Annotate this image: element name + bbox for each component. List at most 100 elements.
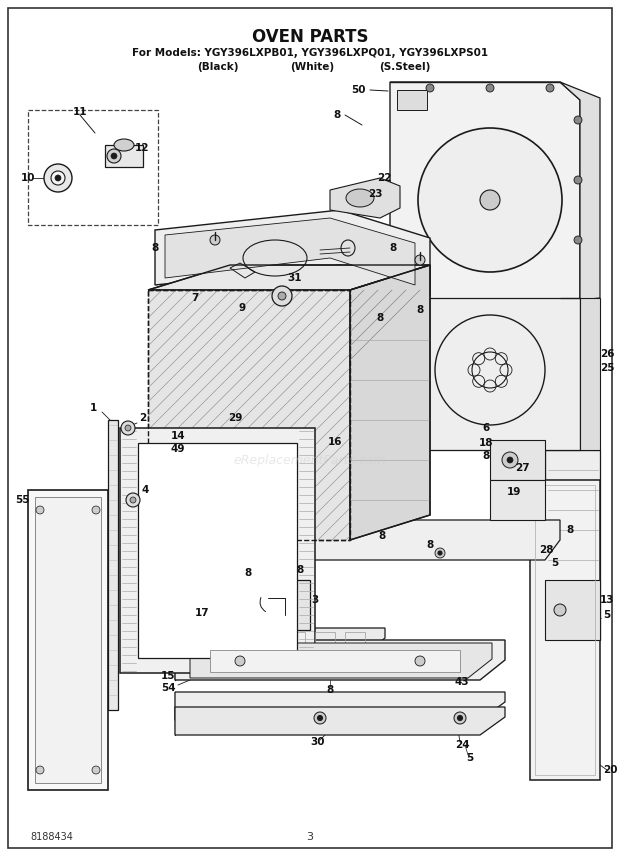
Text: 15: 15 bbox=[161, 671, 175, 681]
Bar bbox=[120, 428, 315, 673]
Text: 9: 9 bbox=[239, 303, 246, 313]
Ellipse shape bbox=[111, 153, 117, 159]
Ellipse shape bbox=[130, 497, 136, 503]
Text: 8: 8 bbox=[334, 110, 340, 120]
Bar bbox=[28, 490, 108, 790]
Text: 8: 8 bbox=[389, 243, 397, 253]
Polygon shape bbox=[350, 265, 430, 540]
Text: 8: 8 bbox=[296, 565, 304, 575]
Text: 1: 1 bbox=[89, 403, 97, 413]
Polygon shape bbox=[390, 298, 580, 450]
Ellipse shape bbox=[480, 190, 500, 210]
Polygon shape bbox=[390, 82, 580, 300]
Bar bbox=[535, 485, 595, 775]
Ellipse shape bbox=[426, 84, 434, 92]
Bar bbox=[28, 110, 158, 225]
Text: 8: 8 bbox=[151, 243, 159, 253]
Text: 8: 8 bbox=[567, 525, 574, 535]
Text: 22: 22 bbox=[377, 173, 391, 183]
Text: 29: 29 bbox=[228, 413, 242, 423]
Bar bbox=[315, 632, 335, 644]
Ellipse shape bbox=[435, 548, 445, 558]
Bar bbox=[35, 497, 101, 783]
Polygon shape bbox=[560, 298, 600, 450]
Polygon shape bbox=[530, 480, 600, 780]
Text: 3: 3 bbox=[306, 832, 314, 842]
Text: 20: 20 bbox=[603, 765, 618, 775]
Ellipse shape bbox=[55, 175, 61, 181]
Bar bbox=[108, 420, 118, 710]
Ellipse shape bbox=[438, 551, 442, 555]
Text: 3: 3 bbox=[311, 595, 319, 605]
Text: (White): (White) bbox=[290, 62, 334, 72]
Ellipse shape bbox=[92, 506, 100, 514]
Text: 31: 31 bbox=[288, 273, 303, 283]
Text: 30: 30 bbox=[311, 737, 326, 747]
Text: 28: 28 bbox=[539, 545, 553, 555]
Text: 14: 14 bbox=[170, 431, 185, 441]
Ellipse shape bbox=[546, 84, 554, 92]
Bar bbox=[225, 632, 245, 644]
Text: 5: 5 bbox=[551, 558, 559, 568]
Text: 23: 23 bbox=[368, 189, 383, 199]
Text: 12: 12 bbox=[135, 143, 149, 153]
Polygon shape bbox=[190, 643, 492, 678]
Polygon shape bbox=[148, 646, 385, 668]
Ellipse shape bbox=[574, 176, 582, 184]
Ellipse shape bbox=[415, 255, 425, 265]
Ellipse shape bbox=[126, 493, 140, 507]
Polygon shape bbox=[490, 440, 545, 480]
Ellipse shape bbox=[51, 171, 65, 185]
Polygon shape bbox=[155, 210, 430, 295]
Text: 5: 5 bbox=[603, 610, 611, 620]
Polygon shape bbox=[175, 707, 505, 735]
Ellipse shape bbox=[121, 421, 135, 435]
Text: 27: 27 bbox=[515, 463, 529, 473]
Polygon shape bbox=[148, 628, 385, 650]
Text: 18: 18 bbox=[479, 438, 494, 448]
Text: 24: 24 bbox=[454, 740, 469, 750]
Text: 8: 8 bbox=[378, 531, 386, 541]
Ellipse shape bbox=[114, 139, 134, 151]
Text: For Models: YGY396LXPB01, YGY396LXPQ01, YGY396LXPS01: For Models: YGY396LXPB01, YGY396LXPQ01, … bbox=[132, 48, 488, 58]
Text: 49: 49 bbox=[170, 444, 185, 454]
Text: 13: 13 bbox=[600, 595, 614, 605]
Text: 8: 8 bbox=[244, 568, 252, 578]
Ellipse shape bbox=[454, 712, 466, 724]
Text: 8188434: 8188434 bbox=[30, 832, 73, 842]
Polygon shape bbox=[175, 640, 505, 680]
Text: 19: 19 bbox=[507, 487, 521, 497]
Polygon shape bbox=[148, 290, 350, 540]
Ellipse shape bbox=[314, 712, 326, 724]
Text: 8: 8 bbox=[417, 305, 423, 315]
Ellipse shape bbox=[554, 604, 566, 616]
Polygon shape bbox=[545, 580, 600, 640]
Ellipse shape bbox=[346, 189, 374, 207]
Ellipse shape bbox=[278, 292, 286, 300]
Polygon shape bbox=[300, 520, 560, 560]
Ellipse shape bbox=[415, 656, 425, 666]
Text: 2: 2 bbox=[140, 413, 146, 423]
Ellipse shape bbox=[574, 116, 582, 124]
Bar bbox=[138, 443, 297, 658]
Polygon shape bbox=[560, 82, 600, 300]
Text: OVEN PARTS: OVEN PARTS bbox=[252, 28, 368, 46]
Polygon shape bbox=[545, 450, 600, 640]
Text: 54: 54 bbox=[161, 683, 175, 693]
Ellipse shape bbox=[107, 149, 121, 163]
Text: 50: 50 bbox=[351, 85, 365, 95]
Ellipse shape bbox=[235, 656, 245, 666]
Text: 10: 10 bbox=[20, 173, 35, 183]
Text: eReplacementParts.com: eReplacementParts.com bbox=[234, 454, 386, 467]
Polygon shape bbox=[330, 178, 400, 218]
Text: 16: 16 bbox=[328, 437, 342, 447]
Bar bbox=[285, 632, 305, 644]
Text: 8: 8 bbox=[427, 540, 433, 550]
Text: 8: 8 bbox=[376, 313, 384, 323]
Text: 8: 8 bbox=[326, 685, 334, 695]
Bar bbox=[255, 632, 275, 644]
Ellipse shape bbox=[574, 236, 582, 244]
Text: 8: 8 bbox=[482, 451, 490, 461]
Ellipse shape bbox=[36, 766, 44, 774]
Bar bbox=[105, 145, 143, 167]
